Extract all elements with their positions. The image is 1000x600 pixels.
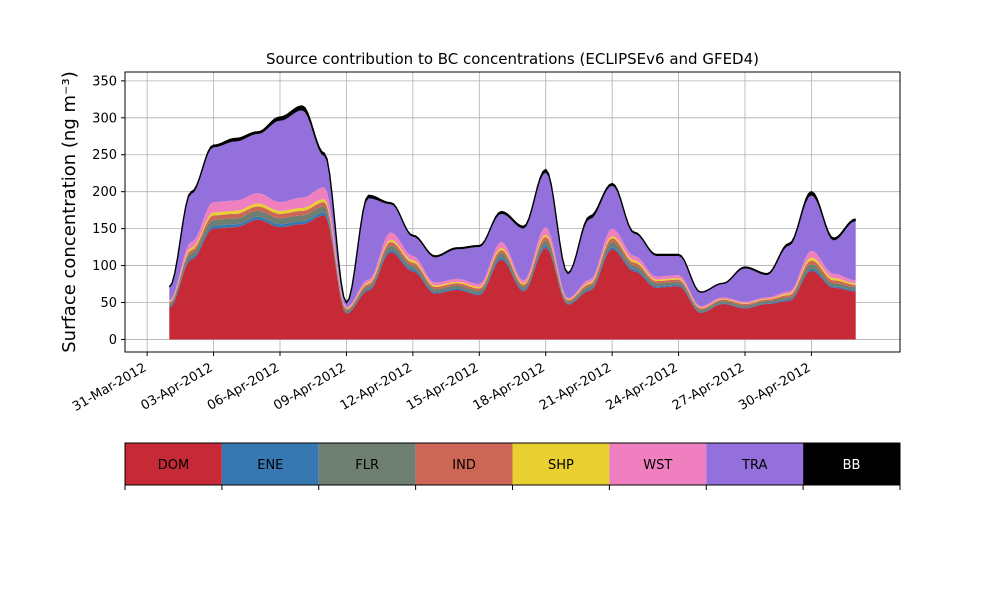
y-tick-label: 200 bbox=[92, 185, 117, 200]
legend-swatch-wst bbox=[609, 443, 707, 485]
legend-label-wst: WST bbox=[643, 458, 672, 473]
legend-swatch-ind bbox=[415, 443, 513, 485]
area-dom bbox=[169, 215, 856, 340]
x-tick-label: 06-Apr-2012 bbox=[205, 360, 282, 413]
legend-label-bb: BB bbox=[843, 458, 861, 473]
legend-swatch-tra bbox=[706, 443, 804, 485]
chart-title: Source contribution to BC concentrations… bbox=[266, 50, 759, 68]
y-tick-label: 100 bbox=[92, 259, 117, 274]
plot-frame bbox=[124, 71, 901, 353]
x-tick-label: 24-Apr-2012 bbox=[603, 360, 680, 413]
legend-label-tra: TRA bbox=[741, 458, 767, 473]
area-flr bbox=[169, 206, 856, 313]
legend-label-flr: FLR bbox=[355, 458, 379, 473]
x-tick-label: 15-Apr-2012 bbox=[404, 360, 481, 413]
area-tra bbox=[169, 110, 856, 307]
y-tick-label: 250 bbox=[92, 148, 117, 163]
legend-swatch-shp bbox=[512, 443, 610, 485]
stacked-areas bbox=[168, 105, 856, 340]
x-tick-label: 18-Apr-2012 bbox=[471, 360, 548, 413]
legend-swatch-ene bbox=[221, 443, 319, 485]
x-tick-label: 30-Apr-2012 bbox=[736, 360, 813, 413]
total-outline bbox=[168, 105, 856, 304]
legend: DOM ENE FLR IND SHP WST TRA BB bbox=[124, 442, 901, 490]
legend-label-dom: DOM bbox=[158, 458, 189, 473]
x-tick-label: 21-Apr-2012 bbox=[537, 360, 614, 413]
x-tick-label: 03-Apr-2012 bbox=[138, 360, 215, 413]
x-tick-label: 09-Apr-2012 bbox=[271, 360, 348, 413]
y-tick-label: 150 bbox=[92, 222, 117, 237]
x-tick-label: 27-Apr-2012 bbox=[670, 360, 747, 413]
x-tick-label: 12-Apr-2012 bbox=[338, 360, 415, 413]
legend-swatch-dom bbox=[125, 443, 222, 485]
y-tick-label: 50 bbox=[100, 296, 117, 311]
legend-label-ind: IND bbox=[452, 458, 476, 473]
y-tick-label: 350 bbox=[92, 74, 117, 89]
legend-label-shp: SHP bbox=[548, 458, 574, 473]
y-tick-label: 300 bbox=[92, 111, 117, 126]
y-tick-label: 0 bbox=[109, 333, 117, 348]
y-axis-label: Surface concentration (ng m⁻³) bbox=[59, 71, 80, 353]
legend-swatch-flr bbox=[318, 443, 416, 485]
x-tick-label: 31-Mar-2012 bbox=[70, 360, 149, 414]
legend-swatch-bb bbox=[803, 443, 900, 485]
legend-label-ene: ENE bbox=[257, 458, 283, 473]
